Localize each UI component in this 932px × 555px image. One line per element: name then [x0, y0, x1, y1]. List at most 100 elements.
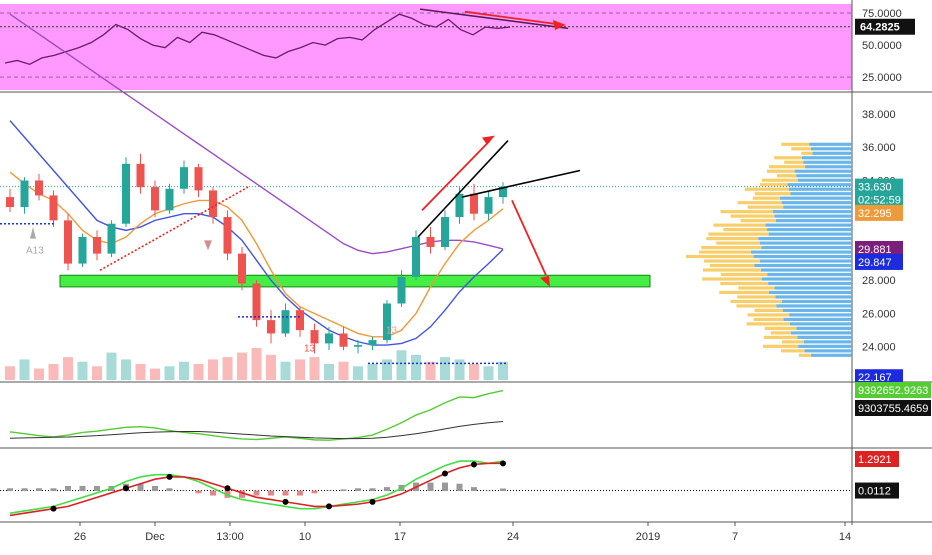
candle-body: [441, 217, 449, 247]
volume-bar: [382, 359, 392, 380]
volume-profile-bar: [811, 353, 852, 357]
volume-profile-bar: [768, 281, 852, 286]
macd-histogram-bar: [326, 490, 332, 492]
candle-body: [35, 180, 43, 196]
volume-bar: [222, 357, 233, 380]
volume-profile-bar: [736, 304, 777, 308]
volume-profile-bar: [790, 192, 852, 196]
candle-body: [180, 167, 188, 189]
candle-body: [368, 340, 377, 346]
rsi-line: [4, 13, 511, 66]
volume-profile-bar: [762, 344, 799, 348]
volume-profile-bar: [759, 183, 788, 187]
volume-bar: [266, 354, 276, 380]
candle-body: [122, 163, 130, 224]
macd-histogram-bar: [297, 490, 303, 496]
volume-bar: [150, 368, 160, 380]
macd-histogram-bar: [442, 482, 448, 492]
volume-bar: [367, 364, 378, 380]
macd-histogram-bar: [471, 487, 477, 492]
candle-body: [397, 276, 406, 304]
price-badge: [855, 204, 903, 221]
volume-profile-bar: [796, 326, 852, 330]
rsi-tick-label: 50.0000: [862, 40, 902, 52]
volume-profile-bar: [772, 210, 852, 214]
volume-profile-bar: [774, 156, 802, 160]
volume-bar: [237, 352, 247, 380]
volume-bar: [34, 368, 44, 380]
volume-bar: [425, 361, 436, 380]
annotation-label: 13: [304, 344, 316, 355]
macd-histogram-bar: [79, 486, 86, 492]
candle-body: [412, 237, 420, 277]
obv-badge-label: 9303755.4659: [858, 403, 928, 415]
volume-bar: [77, 361, 88, 380]
rsi-tick-label: 75.0000: [862, 8, 902, 20]
x-tick-label: 14: [839, 531, 851, 543]
candle-body: [78, 237, 87, 264]
volume-bar: [92, 366, 102, 380]
volume-profile-bar: [752, 196, 781, 200]
macd-badge-label: 1.2921: [858, 454, 892, 466]
candle-body: [325, 333, 333, 344]
candle-body: [151, 187, 159, 211]
volume-profile-bar: [775, 219, 852, 223]
volume-profile-bar: [730, 299, 782, 304]
macd-histogram-bar: [21, 488, 28, 492]
volume-profile-bar: [805, 165, 852, 169]
volume-profile-bar: [747, 205, 784, 209]
volume-bar: [353, 366, 363, 380]
support-zone: [59, 274, 651, 288]
macd-badge: [855, 482, 899, 499]
volume-profile-bar: [723, 228, 768, 232]
volume-bar: [440, 357, 450, 380]
macd-histogram-bar: [355, 488, 361, 492]
x-axis: 26 Dec 13:00 10 17 24 2019 7 14: [74, 522, 851, 543]
price-badge: [855, 191, 903, 208]
volume-bar: [454, 359, 465, 380]
annotation-label: A13: [26, 246, 44, 257]
volume-profile-bar: [803, 160, 852, 164]
volume-profile-bar: [777, 174, 797, 178]
volume-profile-bar: [767, 169, 795, 173]
ma-purple-line: [9, 13, 504, 255]
volume-profile-bar: [758, 236, 852, 241]
volume-profile-bar: [780, 349, 805, 353]
volume-profile-bar: [764, 326, 797, 330]
volume-bar: [309, 357, 320, 380]
volume-profile-bar: [790, 331, 852, 335]
price-axis: 75.0000 50.0000 25.0000 64.2825 38.000 36.000…: [855, 8, 931, 499]
volume-profile-bar: [791, 147, 811, 151]
volume-bar: [498, 361, 508, 380]
volume-profile-bar: [720, 210, 773, 214]
candle-body: [383, 303, 391, 341]
volume-profile-bar: [737, 295, 776, 299]
volume-profile-bar: [774, 286, 852, 290]
price-badge-label: 22.167: [858, 372, 892, 384]
volume-profile-bar: [784, 160, 804, 164]
volume-profile-bar: [810, 147, 852, 151]
volume-profile-bar: [767, 272, 852, 277]
macd-histogram-bar: [239, 490, 245, 498]
volume-profile-bar: [720, 281, 769, 286]
macd-histogram-bar: [340, 489, 347, 492]
x-tick-label: 24: [507, 531, 519, 543]
macd-histogram-bar: [152, 486, 158, 492]
volume-profile-bar: [763, 335, 798, 339]
candle-body: [455, 193, 464, 218]
volume-profile-bar: [746, 322, 790, 326]
macd-histogram-bar: [94, 486, 100, 492]
volume-profile-bar: [760, 268, 852, 272]
x-tick-label: Dec: [145, 531, 165, 543]
candle-body: [354, 345, 362, 347]
volume-profile-bar: [738, 286, 775, 290]
macd-histogram-bar: [384, 487, 390, 492]
annotation-marker: [30, 227, 36, 239]
price-badge-label: 29.881: [858, 244, 892, 256]
volume-profile-bar: [801, 156, 852, 160]
rsi-panel: [0, 8, 852, 78]
volume-bar: [338, 361, 349, 380]
volume-profile-bar: [706, 236, 759, 241]
red-up-arrow: [421, 139, 491, 212]
volume-profile-bar: [703, 259, 760, 263]
